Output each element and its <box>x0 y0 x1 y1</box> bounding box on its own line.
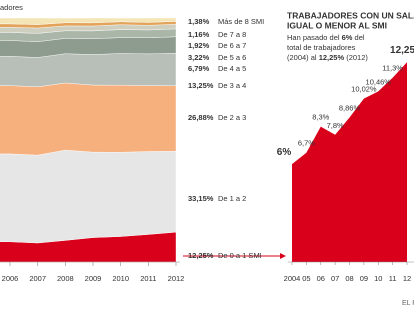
subtitle-part: (2012) <box>344 53 368 62</box>
area-band <box>0 149 177 244</box>
legend-label: De 7 a 8 <box>218 30 246 39</box>
x-tick-label: 11 <box>389 274 397 283</box>
legend-value: 1,16% <box>188 30 210 39</box>
x-tick-label: 07 <box>331 274 339 283</box>
subtitle-part: 6% <box>342 33 353 42</box>
x-tick-label: 05 <box>302 274 310 283</box>
area-band <box>0 53 177 88</box>
x-tick-label: 12 <box>403 274 411 283</box>
chart-title: adores <box>0 3 23 12</box>
x-tick-label: 09 <box>360 274 368 283</box>
area-band <box>0 82 177 156</box>
data-label: 6,7% <box>298 139 315 148</box>
legend-label: De 4 a 5 <box>218 64 246 73</box>
legend-label: De 0 a 1 SMI <box>218 251 262 260</box>
legend-label: De 2 a 3 <box>218 113 246 122</box>
subtitle-part: total de trabajadores <box>287 43 356 52</box>
data-label: 11,3% <box>382 64 403 73</box>
area-band <box>0 17 177 25</box>
x-tick-label: 2009 <box>85 274 102 283</box>
data-label: 8,3% <box>312 113 329 122</box>
chart-title: IGUAL O MENOR AL SMI <box>287 20 387 30</box>
arrow-head <box>280 253 286 259</box>
x-tick-label: 2012 <box>168 274 185 283</box>
chart-subtitle: Han pasado del 6% del <box>287 33 365 42</box>
legend-label: De 1 a 2 <box>218 194 246 203</box>
legend-label: De 6 a 7 <box>218 41 246 50</box>
x-tick-label: 10 <box>374 274 382 283</box>
subtitle-part: Han pasado del <box>287 33 342 42</box>
data-label: 6% <box>277 147 292 158</box>
chart-subtitle: (2004) al 12,25% (2012) <box>287 53 368 62</box>
legend-value: 12,25% <box>188 251 214 260</box>
legend-value: 1,92% <box>188 41 210 50</box>
x-tick-label: 2006 <box>2 274 19 283</box>
x-tick-label: 2011 <box>140 274 156 283</box>
data-label: 7,8% <box>327 121 344 130</box>
x-tick-label: 2007 <box>29 274 46 283</box>
x-tick-label: 08 <box>345 274 353 283</box>
legend-value: 1,38% <box>188 17 210 26</box>
legend-label: Más de 8 SMI <box>218 17 264 26</box>
x-tick-label: 2010 <box>112 274 129 283</box>
chart-title: TRABAJADORES CON UN SALA <box>287 10 414 20</box>
data-label: 8,86% <box>339 103 361 112</box>
legend-label: De 3 a 4 <box>218 81 246 90</box>
subtitle-part: 12,25% <box>319 53 345 62</box>
legend-value: 26,88% <box>188 113 214 122</box>
source: EL P <box>402 300 414 307</box>
subtitle-part: (2004) al <box>287 53 319 62</box>
legend-value: 6,79% <box>188 64 210 73</box>
subtitle-part: del <box>352 33 364 42</box>
x-tick-label: 2008 <box>57 274 74 283</box>
data-label: 10,02% <box>351 85 377 94</box>
area <box>292 62 407 262</box>
x-tick-label: 2004 <box>284 274 301 283</box>
legend-value: 3,22% <box>188 53 210 62</box>
x-tick-label: 06 <box>317 274 325 283</box>
chart-subtitle: total de trabajadores <box>287 43 356 52</box>
legend-label: De 5 a 6 <box>218 53 246 62</box>
data-label: 10,46% <box>366 77 392 86</box>
legend-value: 13,25% <box>188 81 214 90</box>
legend-value: 33,15% <box>188 194 214 203</box>
data-label: 12,25% <box>390 45 414 56</box>
